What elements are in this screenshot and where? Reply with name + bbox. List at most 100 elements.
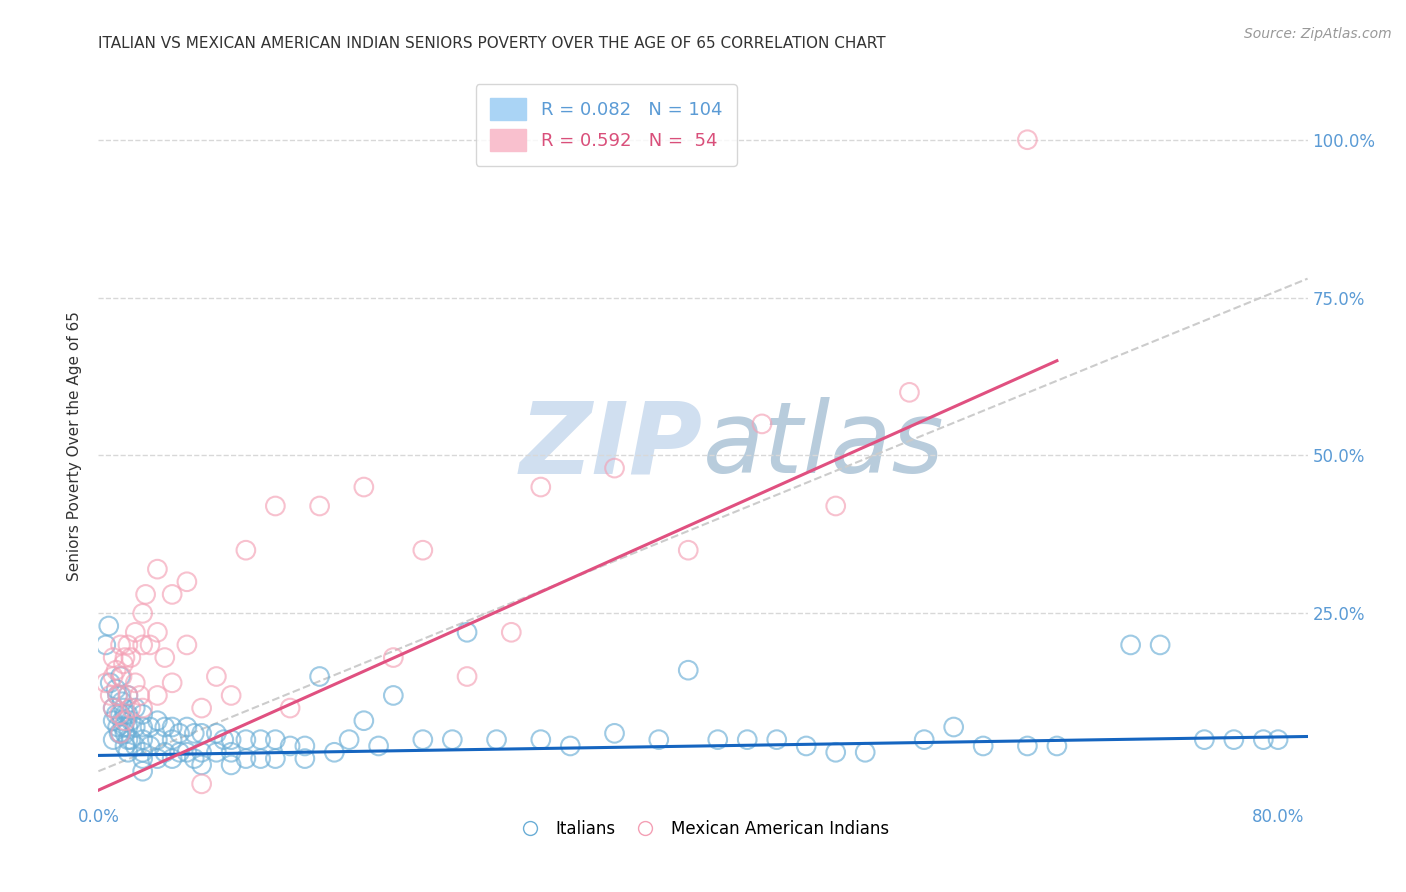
Point xyxy=(124,675,146,690)
Point xyxy=(110,726,132,740)
Point xyxy=(1149,638,1171,652)
Point xyxy=(603,461,626,475)
Point xyxy=(337,732,360,747)
Point xyxy=(101,650,124,665)
Point xyxy=(367,739,389,753)
Point xyxy=(131,751,153,765)
Point xyxy=(1119,638,1142,652)
Point xyxy=(219,758,242,772)
Point xyxy=(235,751,257,765)
Point xyxy=(97,619,120,633)
Point xyxy=(139,638,162,652)
Point xyxy=(412,543,434,558)
Point xyxy=(114,739,136,753)
Point xyxy=(101,701,124,715)
Point xyxy=(530,732,553,747)
Point xyxy=(1017,133,1039,147)
Point xyxy=(264,499,287,513)
Point xyxy=(117,638,139,652)
Point xyxy=(107,689,129,703)
Point xyxy=(111,669,134,683)
Point xyxy=(101,701,124,715)
Point xyxy=(183,751,205,765)
Text: ITALIAN VS MEXICAN AMERICAN INDIAN SENIORS POVERTY OVER THE AGE OF 65 CORRELATIO: ITALIAN VS MEXICAN AMERICAN INDIAN SENIO… xyxy=(98,36,886,51)
Point xyxy=(108,726,131,740)
Point xyxy=(678,663,700,677)
Point xyxy=(94,638,117,652)
Point xyxy=(160,587,183,601)
Point xyxy=(124,739,146,753)
Point xyxy=(176,638,198,652)
Point xyxy=(112,701,135,715)
Point xyxy=(131,764,153,779)
Point xyxy=(485,732,508,747)
Point xyxy=(108,707,131,722)
Point xyxy=(124,720,146,734)
Point xyxy=(146,625,169,640)
Point xyxy=(139,739,162,753)
Point xyxy=(131,607,153,621)
Point xyxy=(1194,732,1216,747)
Point xyxy=(1267,732,1289,747)
Point xyxy=(898,385,921,400)
Point xyxy=(678,543,700,558)
Point xyxy=(117,707,139,722)
Point xyxy=(264,732,287,747)
Point xyxy=(751,417,773,431)
Point xyxy=(942,720,965,734)
Point xyxy=(205,726,228,740)
Point xyxy=(146,714,169,728)
Point xyxy=(105,663,128,677)
Point xyxy=(111,714,134,728)
Point xyxy=(146,562,169,576)
Point xyxy=(382,650,405,665)
Point xyxy=(153,720,176,734)
Point xyxy=(219,745,242,759)
Point xyxy=(264,751,287,765)
Point xyxy=(765,732,787,747)
Point xyxy=(190,745,212,759)
Point xyxy=(107,720,129,734)
Point xyxy=(131,638,153,652)
Point xyxy=(323,745,346,759)
Point xyxy=(1017,739,1039,753)
Point xyxy=(124,701,146,715)
Point xyxy=(382,689,405,703)
Point xyxy=(110,669,132,683)
Point xyxy=(824,499,846,513)
Point xyxy=(235,543,257,558)
Point xyxy=(294,751,316,765)
Point xyxy=(1253,732,1275,747)
Point xyxy=(176,574,198,589)
Point xyxy=(169,726,191,740)
Point xyxy=(308,499,330,513)
Point xyxy=(114,714,136,728)
Point xyxy=(1223,732,1246,747)
Point xyxy=(110,726,132,740)
Point xyxy=(972,739,994,753)
Point xyxy=(110,707,132,722)
Point xyxy=(160,751,183,765)
Point xyxy=(648,732,671,747)
Point xyxy=(278,739,301,753)
Point xyxy=(131,701,153,715)
Text: Source: ZipAtlas.com: Source: ZipAtlas.com xyxy=(1244,27,1392,41)
Point xyxy=(441,732,464,747)
Point xyxy=(160,720,183,734)
Point xyxy=(308,669,330,683)
Y-axis label: Seniors Poverty Over the Age of 65: Seniors Poverty Over the Age of 65 xyxy=(67,311,83,581)
Point xyxy=(353,480,375,494)
Point xyxy=(824,745,846,759)
Point xyxy=(120,650,142,665)
Point xyxy=(101,669,124,683)
Point xyxy=(120,714,142,728)
Point xyxy=(176,745,198,759)
Point xyxy=(530,480,553,494)
Point xyxy=(794,739,817,753)
Point xyxy=(249,751,271,765)
Point xyxy=(412,732,434,747)
Point xyxy=(153,650,176,665)
Point xyxy=(114,707,136,722)
Point xyxy=(456,669,478,683)
Point xyxy=(190,777,212,791)
